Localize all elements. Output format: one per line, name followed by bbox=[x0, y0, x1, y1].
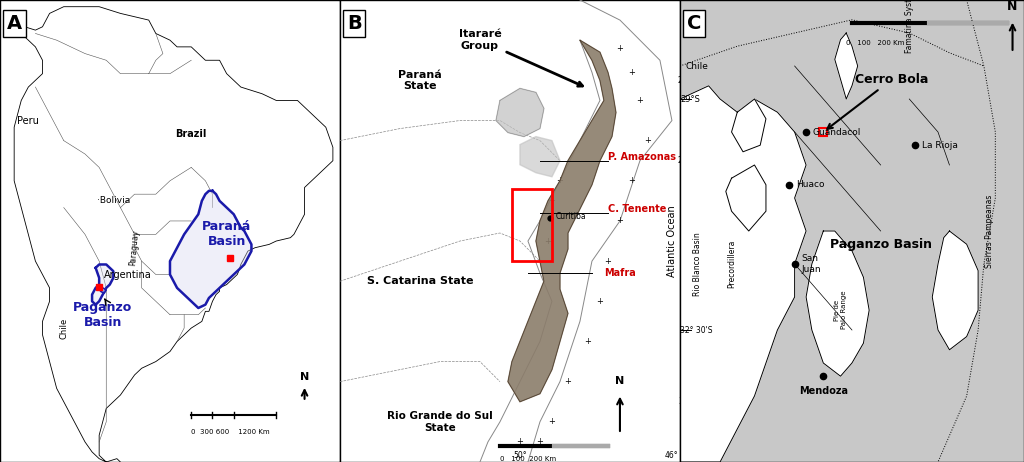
Text: 50°: 50° bbox=[513, 451, 526, 460]
Text: Chile: Chile bbox=[686, 61, 709, 71]
Text: Famatina System: Famatina System bbox=[905, 0, 913, 53]
Polygon shape bbox=[170, 191, 252, 308]
Text: +: + bbox=[629, 68, 635, 77]
Text: +: + bbox=[516, 438, 523, 446]
Text: ·Bolivia: ·Bolivia bbox=[96, 196, 130, 206]
Text: Sierras Pampeanas: Sierras Pampeanas bbox=[985, 195, 994, 267]
Text: Paraguay: Paraguay bbox=[129, 230, 140, 266]
Text: Brazil: Brazil bbox=[175, 129, 207, 139]
Text: Paganzo Basin: Paganzo Basin bbox=[829, 238, 932, 251]
Text: C: C bbox=[687, 14, 701, 33]
Text: 24°: 24° bbox=[678, 156, 691, 165]
Polygon shape bbox=[99, 286, 106, 293]
Text: Guandacol: Guandacol bbox=[813, 128, 861, 136]
Text: San
Juan: San Juan bbox=[802, 254, 821, 274]
Text: Mafra: Mafra bbox=[604, 268, 636, 278]
Text: Cerro Bola: Cerro Bola bbox=[827, 73, 929, 129]
Text: Curitiba: Curitiba bbox=[556, 213, 587, 221]
Text: S. Catarina State: S. Catarina State bbox=[367, 276, 473, 286]
Text: La Rioja: La Rioja bbox=[922, 141, 957, 150]
Text: 69° O: 69° O bbox=[708, 0, 732, 3]
Text: 46°: 46° bbox=[666, 451, 679, 460]
Text: Precordillera: Precordillera bbox=[727, 240, 736, 288]
Polygon shape bbox=[92, 264, 114, 304]
Text: Itararé
Group: Itararé Group bbox=[459, 30, 583, 86]
Text: +: + bbox=[616, 217, 624, 225]
Text: B: B bbox=[347, 14, 361, 33]
Text: Paganzo
Basin: Paganzo Basin bbox=[73, 301, 132, 328]
Text: 0   100  200 Km: 0 100 200 Km bbox=[500, 456, 556, 462]
Text: Argentina: Argentina bbox=[103, 269, 152, 280]
Text: +: + bbox=[549, 196, 555, 206]
Text: Paraná
State: Paraná State bbox=[398, 70, 441, 91]
Text: P. Amazonas: P. Amazonas bbox=[608, 152, 676, 162]
Text: N: N bbox=[1008, 0, 1018, 13]
Text: +: + bbox=[644, 136, 651, 145]
Text: +: + bbox=[537, 438, 544, 446]
Text: +: + bbox=[556, 176, 563, 185]
Text: +: + bbox=[604, 256, 611, 266]
Text: Pie de
Palo Range: Pie de Palo Range bbox=[834, 291, 847, 329]
Text: Atlantic Ocean: Atlantic Ocean bbox=[667, 205, 677, 277]
Text: 22°: 22° bbox=[678, 76, 691, 85]
Text: 29°S: 29°S bbox=[680, 95, 699, 103]
Polygon shape bbox=[806, 231, 869, 376]
Text: +: + bbox=[585, 337, 592, 346]
Polygon shape bbox=[508, 40, 616, 402]
Polygon shape bbox=[3, 6, 333, 462]
Polygon shape bbox=[726, 165, 766, 231]
Polygon shape bbox=[731, 99, 766, 152]
Text: Paraná
Basin: Paraná Basin bbox=[202, 220, 251, 249]
Text: Rio Grande do Sul
State: Rio Grande do Sul State bbox=[387, 411, 493, 432]
Text: 0   100   200 Km: 0 100 200 Km bbox=[846, 40, 904, 46]
Text: 32° 30'S: 32° 30'S bbox=[680, 326, 713, 334]
Text: +: + bbox=[549, 417, 555, 426]
Polygon shape bbox=[520, 137, 560, 177]
Text: Mendoza: Mendoza bbox=[799, 386, 848, 396]
Text: +: + bbox=[597, 297, 603, 306]
Text: Peru: Peru bbox=[17, 116, 39, 126]
Text: N: N bbox=[615, 376, 625, 386]
Polygon shape bbox=[496, 88, 544, 137]
Bar bbox=[512, 189, 552, 261]
Polygon shape bbox=[835, 33, 858, 99]
Text: 30°: 30° bbox=[678, 397, 691, 406]
Text: A: A bbox=[7, 14, 22, 33]
Text: Rio Blanco Basin: Rio Blanco Basin bbox=[692, 232, 701, 296]
Polygon shape bbox=[680, 86, 806, 462]
Text: +: + bbox=[545, 237, 551, 245]
Text: +: + bbox=[564, 377, 571, 386]
Text: 0  300 600    1200 Km: 0 300 600 1200 Km bbox=[191, 429, 270, 435]
Text: +: + bbox=[629, 176, 635, 185]
Text: C. Tenente: C. Tenente bbox=[608, 204, 667, 214]
Text: Huaco: Huaco bbox=[796, 180, 824, 189]
Text: 67° O: 67° O bbox=[868, 0, 893, 3]
Text: N: N bbox=[300, 371, 309, 382]
Text: +: + bbox=[616, 44, 624, 53]
Text: +: + bbox=[637, 96, 643, 105]
Text: Chile: Chile bbox=[59, 317, 69, 339]
Polygon shape bbox=[932, 231, 978, 350]
